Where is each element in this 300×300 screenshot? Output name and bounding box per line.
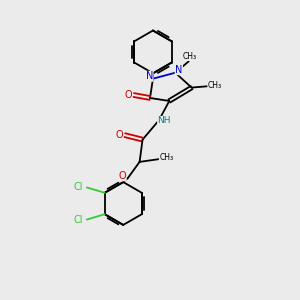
Text: Cl: Cl (74, 182, 83, 192)
Text: N: N (175, 65, 182, 75)
Text: CH₃: CH₃ (208, 81, 222, 90)
Text: O: O (118, 171, 126, 181)
Text: O: O (124, 90, 132, 100)
Text: NH: NH (158, 116, 171, 125)
Text: Cl: Cl (74, 215, 83, 225)
Text: CH₃: CH₃ (182, 52, 196, 61)
Text: CH₃: CH₃ (159, 153, 173, 162)
Text: N: N (146, 71, 153, 81)
Text: O: O (116, 130, 123, 140)
